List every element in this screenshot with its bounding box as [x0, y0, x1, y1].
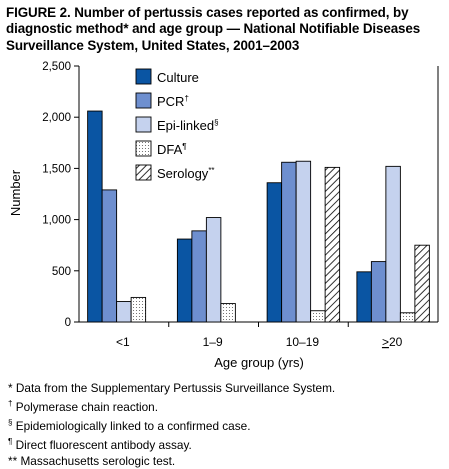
bar-serology [414, 244, 430, 323]
x-axis-label: Age group (yrs) [214, 355, 304, 370]
footnote-text: Massachusetts serologic test. [20, 453, 176, 468]
y-tick-label: 2,500 [42, 61, 71, 73]
bar-pcr [191, 230, 207, 323]
legend-label: Epi-linked§ [157, 118, 219, 133]
footnote: ¶ Direct fluorescent antibody assay. [8, 434, 335, 453]
footnote-text: Data from the Supplementary Pertussis Su… [15, 381, 336, 395]
legend-label: PCR† [157, 94, 189, 109]
bar-pcr [281, 161, 297, 323]
bar-dfa [220, 303, 236, 323]
chart-title: FIGURE 2. Number of pertussis cases repo… [6, 5, 421, 53]
y-tick-label: 1,500 [42, 163, 71, 175]
y-tick-label: 0 [65, 317, 71, 329]
y-tick-label: 2,000 [42, 112, 71, 124]
legend-swatch-pcr [135, 92, 152, 109]
bar-culture [356, 271, 372, 323]
bar-epi-linked [295, 160, 312, 323]
legend-swatch-culture [135, 68, 152, 85]
footnote: ** Massachusetts serologic test. [8, 453, 335, 469]
bar-culture [87, 110, 103, 323]
y-tick-label: 500 [52, 266, 71, 278]
footnote-symbol: ** [8, 453, 21, 468]
footnotes: * Data from the Supplementary Pertussis … [8, 380, 335, 469]
x-tick-label: >20 [382, 335, 403, 349]
bar-pcr [101, 189, 118, 323]
bar-epi-linked [385, 165, 401, 323]
legend-swatch-epi-linked [135, 116, 152, 133]
bar-epi-linked [116, 301, 132, 323]
footnote: § Epidemiologically linked to a confirme… [8, 415, 335, 434]
bar-culture [266, 182, 283, 323]
legend-label: Culture [157, 70, 199, 85]
bar-dfa [399, 312, 416, 323]
footnote-symbol: † [8, 399, 13, 408]
bar-culture [176, 238, 193, 323]
y-axis-label: Number [8, 169, 23, 216]
bar-dfa [130, 296, 147, 323]
footnote: † Polymerase chain reaction. [8, 396, 335, 415]
footnote-symbol: ¶ [8, 436, 13, 446]
footnote: * Data from the Supplementary Pertussis … [8, 380, 335, 396]
legend-label: DFA¶ [157, 142, 187, 157]
footnote-text: Direct fluorescent antibody assay. [15, 437, 192, 452]
bar-chart: 0 500 1,000 1,500 2,000 2,500 <1 1–9 10–19 >20 Cul… [8, 61, 439, 370]
footnote-symbol: * [8, 381, 16, 395]
bar-serology [324, 166, 341, 323]
footnote-text: Epidemiologically linked to a confirmed … [15, 418, 251, 433]
footnote-symbol: § [8, 417, 13, 427]
footnote-text: Polymerase chain reaction. [15, 399, 159, 414]
x-tick-label: 1–9 [203, 335, 223, 349]
legend-swatch-dfa [135, 140, 152, 157]
y-tick-label: 1,000 [42, 215, 71, 227]
legend-label: Serology** [157, 166, 215, 181]
x-tick-label: 10–19 [286, 335, 320, 349]
bar-pcr [370, 261, 387, 323]
legend-swatch-serology [135, 164, 152, 181]
x-tick-label: <1 [116, 335, 130, 349]
bar-epi-linked [205, 217, 222, 323]
bar-dfa [310, 310, 326, 323]
